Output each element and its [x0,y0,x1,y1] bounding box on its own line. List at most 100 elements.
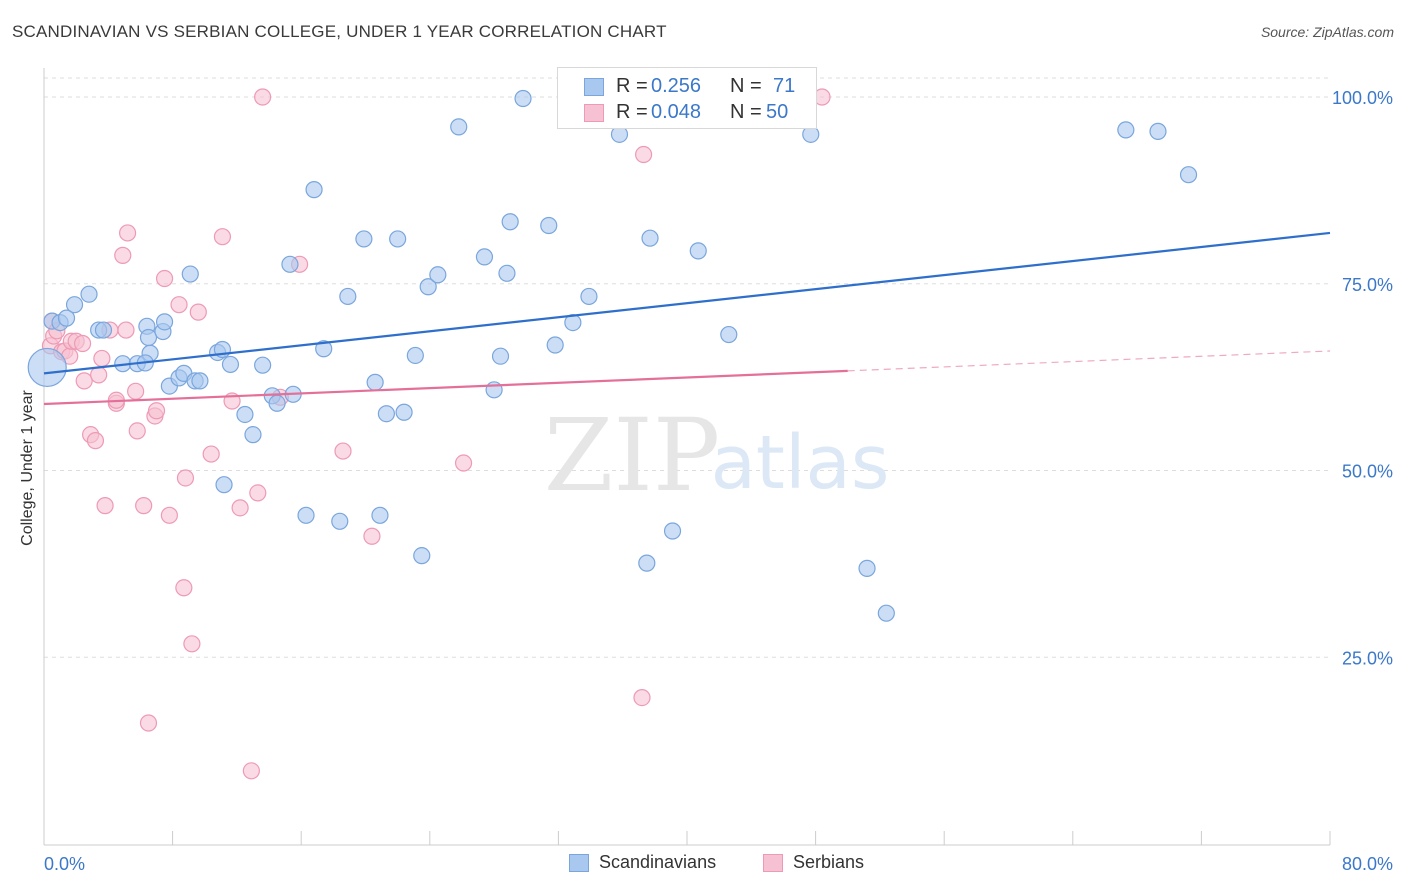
scandinavian-point [57,309,76,327]
scandinavian-point [429,266,447,284]
serbian-point [249,484,267,502]
scandinavian-point [1117,121,1135,139]
serbian-point [189,303,207,321]
serbian-point [155,269,174,288]
scandinavian-point [305,181,323,199]
scandinavian-point [331,512,349,530]
scandinavian-point [498,264,516,282]
legend-row-serbians: R = 0.048 N = 50 [558,99,816,127]
r-value: 0.256 [651,75,702,97]
scandinavian-point [546,336,564,354]
scandinavian-point [389,230,407,248]
scandinavians-points [27,89,1198,622]
legend-swatch-blue [569,854,589,872]
y-tick-label: 75.0% [1342,275,1393,295]
serbian-point [135,497,153,515]
serbian-point [75,372,93,390]
scandinavian-point [514,89,532,108]
serbian-point [334,442,352,460]
n-value: 50 [766,101,789,123]
y-tick-label: 50.0% [1342,462,1393,482]
scandinavian-point [1179,166,1198,184]
r-value: 0.048 [651,101,702,123]
series-legend: Scandinavians Serbians [0,851,1406,877]
correlation-legend: R = 0.256 N = 71 R = 0.048 N = 50 [557,67,817,129]
serbian-point [242,762,260,780]
serbian-point [454,454,473,472]
tick-labels: 25.0% 50.0% 75.0% 100.0% 0.0% 80.0% [44,88,1393,874]
scandinavian-point [377,405,395,423]
chart-source: Source: ZipAtlas.com [1260,24,1394,40]
serbian-point [202,445,220,463]
scandinavian-point [663,522,682,540]
axes [43,68,1331,846]
serbian-point [86,432,105,450]
scandinavian-point [244,426,262,444]
scandinavian-point [65,296,84,314]
legend-row-scandinavians: R = 0.256 N = 71 [558,73,816,101]
scandinavian-point [155,313,174,331]
scandinavian-point [641,229,659,247]
watermark: ZIP atlas [544,397,890,514]
serbian-point [254,88,272,106]
scandinavian-point [501,213,519,231]
n-label: N = [730,101,762,123]
scandinavian-point [27,347,67,388]
scandinavian-point [215,476,233,494]
scandinavian-point [297,506,315,524]
serbian-point [128,422,146,440]
trend-line-0 [43,231,1331,375]
scandinavian-point [858,559,876,577]
serbian-point [633,688,651,707]
legend-label: Scandinavians [599,852,717,872]
x-tick-label: 0.0% [44,854,85,874]
scandinavian-point [638,554,656,572]
serbian-point [213,228,232,246]
scandinavian-point [221,355,240,374]
legend-swatch-pink [763,854,783,872]
scandinavian-point [94,321,113,339]
scandinavian-point [689,242,707,260]
serbian-point [117,321,135,339]
scandinavian-point [491,347,510,365]
scandinavian-point [315,340,333,358]
serbian-point [634,145,653,164]
watermark-atlas: atlas [711,420,890,506]
scandinavian-point [450,118,468,136]
serbian-point [127,382,145,400]
trend-lines [43,231,1331,406]
y-tick-label: 100.0% [1332,88,1393,108]
serbian-point [160,506,178,524]
n-label: N = [730,75,762,97]
legend-swatch-pink [584,104,604,122]
scandinavian-point [281,255,299,273]
scandinavian-point [406,346,424,365]
scandinavian-point [540,216,558,235]
serbian-point [118,224,137,242]
watermark-zip: ZIP [544,397,720,514]
scandinavian-point [395,403,413,421]
y-tick-label: 25.0% [1342,648,1393,668]
scandinavian-point [413,547,431,565]
trend-line-1 [43,369,848,406]
serbian-point [93,349,111,368]
r-label: R = [616,75,648,97]
r-label: R = [616,101,648,123]
legend-label: Serbians [793,852,865,872]
serbian-point [170,296,188,314]
scandinavian-point [419,278,437,296]
serbian-point [90,366,108,384]
n-value: 71 [773,75,796,97]
scandinavian-point [877,604,895,622]
serbian-point [139,714,158,732]
scandinavian-point [254,356,272,374]
scandinavian-point [366,373,384,391]
scandinavian-point [268,394,286,412]
scandinavian-point [80,285,98,303]
scandinavian-point [191,372,209,390]
serbian-point [175,579,193,597]
scandinavian-point [339,287,357,306]
trend-line-extension-1 [847,350,1331,372]
scandinavian-point [720,325,738,344]
